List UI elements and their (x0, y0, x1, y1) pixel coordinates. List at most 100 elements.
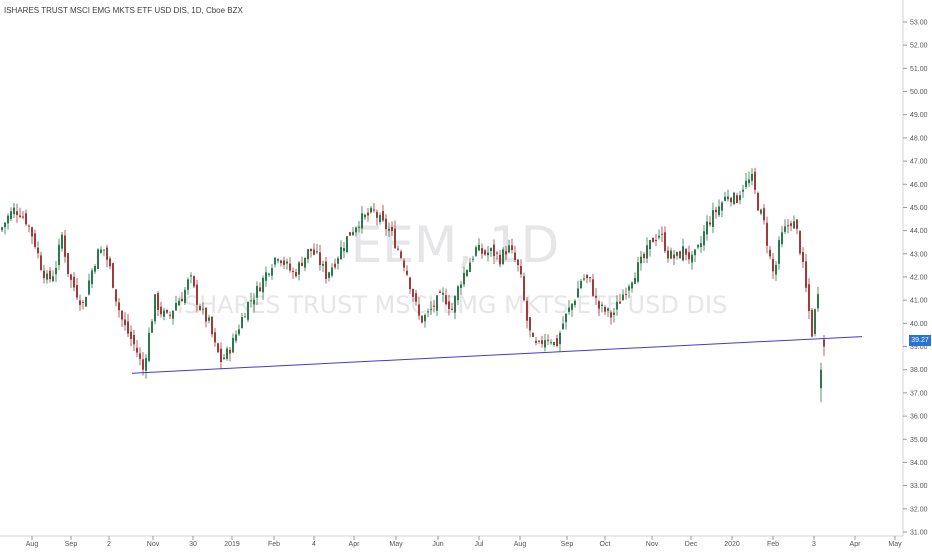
x-tick-label: Apr (349, 541, 361, 548)
candle-body (607, 308, 609, 311)
candle-body (133, 334, 135, 345)
candle-body (667, 250, 669, 259)
candle-body (511, 245, 513, 251)
y-tick-label: 35.00 (910, 437, 928, 444)
candle-body (136, 347, 138, 353)
trendline[interactable] (131, 336, 863, 374)
candle-body (421, 315, 423, 323)
candle-body (382, 211, 384, 221)
candle-body (466, 270, 468, 276)
candle-body (43, 270, 45, 279)
candle-body (565, 313, 567, 323)
candle-body (772, 258, 774, 272)
candle-body (523, 276, 525, 301)
candle-body (127, 321, 129, 334)
candle-body (112, 263, 114, 288)
trendline-layer[interactable] (131, 336, 863, 374)
candle-body (337, 258, 339, 264)
candle-body (760, 209, 762, 214)
candle-body (235, 334, 237, 341)
x-tick-label: Sep (561, 541, 574, 548)
candle-body (751, 173, 753, 181)
candle-body (472, 258, 474, 260)
candle-body (205, 308, 207, 322)
candle-body (547, 339, 549, 341)
candle-body (769, 249, 771, 257)
candle-body (790, 223, 792, 226)
candle-body (253, 299, 255, 305)
candle-body (700, 243, 702, 248)
candle-body (781, 232, 783, 245)
candle-body (586, 274, 588, 279)
candle-body (400, 251, 402, 258)
candle-body (823, 339, 825, 347)
x-tick-label: 2020 (724, 541, 740, 548)
candle-body (628, 286, 630, 291)
candle-body (352, 232, 354, 236)
candle-body (595, 295, 597, 298)
candle-body (301, 262, 303, 266)
x-tick-label: 4 (312, 541, 316, 548)
candle-body (334, 263, 336, 268)
x-axis-ticks: Aug Sep 2 Nov 30 2019 Feb 4 Apr May Jun Jul Aug Sep Oc… (26, 536, 902, 548)
candle-body (562, 323, 564, 330)
candle-body (373, 209, 375, 211)
candle-body (802, 252, 804, 262)
candle-body (412, 289, 414, 297)
candle-body (55, 268, 57, 275)
candle-body (217, 343, 219, 353)
candle-body (214, 332, 216, 343)
candle-body (250, 300, 252, 302)
candle-body (52, 276, 54, 282)
candle-body (313, 249, 315, 255)
candle-body (328, 272, 330, 278)
candle-body (775, 264, 777, 275)
candle-body (652, 238, 654, 243)
candle-body (232, 337, 234, 353)
candle-body (340, 247, 342, 260)
candle-body (664, 232, 666, 252)
candle-body (361, 213, 363, 229)
candle-body (754, 171, 756, 190)
candle-body (550, 342, 552, 344)
x-tick-label: May (389, 541, 403, 548)
candle-body (601, 304, 603, 306)
candle-body (604, 306, 606, 312)
watermark-symbol: EEM, 1D (351, 216, 559, 274)
x-tick-label: Jul (475, 541, 484, 548)
x-tick-label: Aug (26, 541, 39, 548)
candle-body (487, 252, 489, 256)
candle-body (295, 272, 297, 277)
candle-body (85, 297, 87, 307)
x-tick-label: Dec (685, 541, 698, 548)
candle-body (97, 249, 99, 269)
candle-body (496, 252, 498, 254)
y-tick-label: 51.00 (910, 66, 928, 73)
candle-body (70, 274, 72, 280)
candle-body (88, 280, 90, 295)
y-tick-label: 52.00 (910, 43, 928, 50)
candle-body (13, 207, 15, 215)
candle-body (103, 249, 105, 251)
candle-body (115, 289, 117, 302)
candle-body (673, 254, 675, 259)
candle-body (745, 180, 747, 187)
candle-body (259, 287, 261, 292)
candle-body (268, 273, 270, 275)
candle-body (499, 254, 501, 265)
candle-body (592, 279, 594, 296)
candle-body (748, 179, 750, 184)
candle-body (199, 306, 201, 310)
candle-body (445, 295, 447, 305)
candle-body (811, 309, 813, 337)
candle-body (322, 263, 324, 266)
candle-body (682, 246, 684, 261)
candle-body (646, 245, 648, 259)
x-tick-label: Apr (850, 541, 862, 548)
candle-body (286, 261, 288, 264)
candle-body (64, 235, 66, 257)
x-tick-label: Oct (600, 541, 611, 548)
